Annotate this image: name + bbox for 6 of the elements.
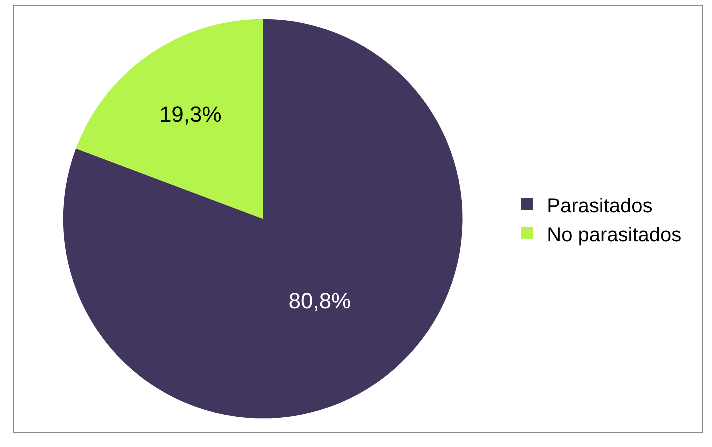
data-label: 80,8%	[288, 288, 352, 314]
data-label: 19,3%	[159, 102, 222, 127]
legend-label: Parasitados	[547, 195, 653, 218]
legend-label: No parasitados	[547, 224, 682, 246]
pie-slice	[76, 19, 264, 219]
pie-slice	[63, 19, 463, 419]
